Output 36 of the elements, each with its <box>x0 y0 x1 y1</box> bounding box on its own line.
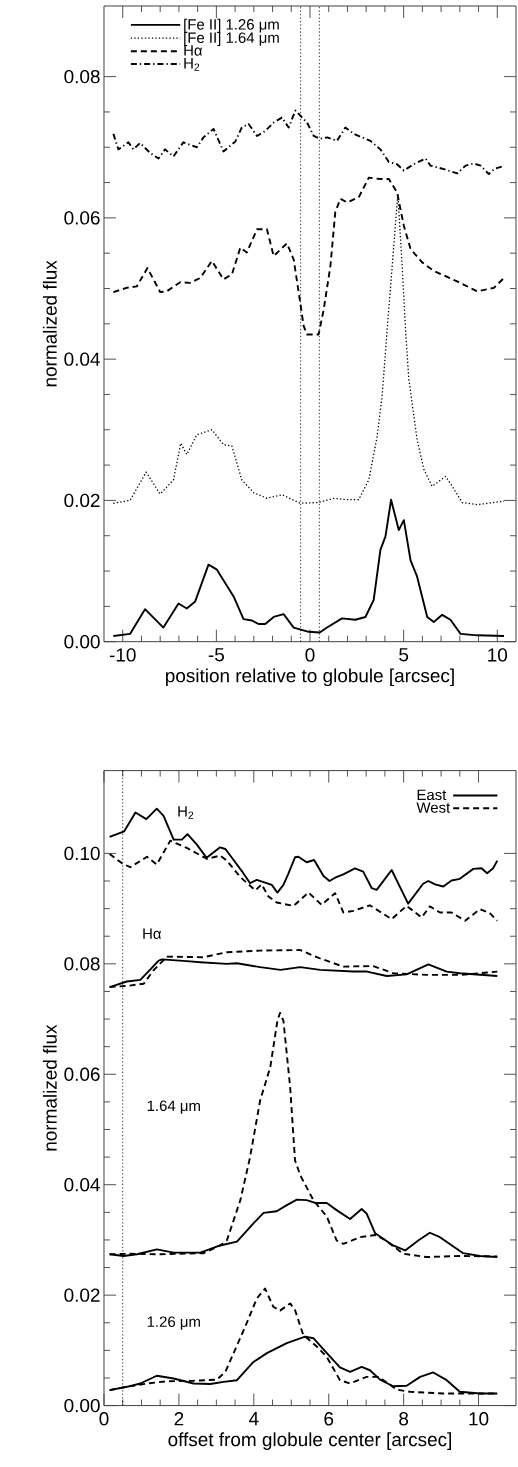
x-tick-label: 10 <box>469 1412 489 1426</box>
y-tick-label: 0.06 <box>64 1067 100 1081</box>
x-tick-label: -5 <box>208 648 224 662</box>
legend-label: H$_{2}$ <box>184 58 200 71</box>
x-tick-label: 5 <box>399 648 409 662</box>
y-tick-label: 0.02 <box>64 1288 100 1302</box>
legend-label: [Fe II] 1.64 μm <box>184 32 279 46</box>
y-tick-label: 0.10 <box>64 846 100 861</box>
x-tick-label: 6 <box>324 1412 334 1426</box>
y-tick-label: 0.04 <box>64 1178 100 1192</box>
legend-label: Hα <box>184 45 203 56</box>
legend-label: East <box>417 789 447 801</box>
y-tick-label: 0.08 <box>64 957 100 971</box>
legend-label: West <box>416 802 451 813</box>
y-axis-title: normalized flux <box>42 260 57 387</box>
y-axis-title: normalized flux <box>42 1024 57 1151</box>
x-tick-label: 0 <box>99 1412 109 1426</box>
legend-label: [Fe II] 1.26 μm <box>184 18 279 33</box>
x-tick-label: 10 <box>488 648 508 662</box>
y-tick-label: 0.08 <box>64 69 100 84</box>
y-tick-label: 0.02 <box>64 493 100 508</box>
annotation: 1.26 μm <box>147 1316 200 1330</box>
y-tick-label: 0.00 <box>64 1398 100 1413</box>
y-tick-label: 0.00 <box>64 634 100 649</box>
annotation: H$_{2}$ <box>178 806 194 819</box>
x-tick-label: 8 <box>399 1412 409 1426</box>
x-axis-title: position relative to globule [arcsec] <box>166 668 454 687</box>
annotation: 1.64 μm <box>147 1100 200 1114</box>
y-tick-label: 0.04 <box>64 352 100 366</box>
y-tick-label: 0.06 <box>64 211 100 225</box>
x-tick-label: 4 <box>248 1412 259 1426</box>
x-tick-label: 0 <box>305 648 315 662</box>
annotation: Hα <box>143 928 162 939</box>
x-axis-title: offset from globule center [arcsec] <box>168 1432 451 1450</box>
x-tick-label: 2 <box>174 1412 184 1426</box>
x-tick-label: -10 <box>109 648 136 662</box>
